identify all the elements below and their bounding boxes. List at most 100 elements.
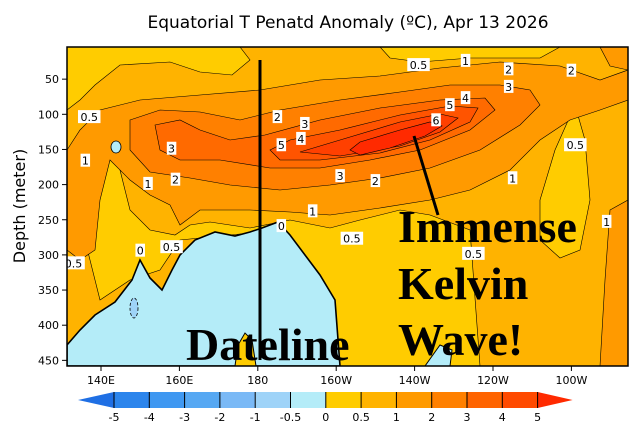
contour-label: 2 xyxy=(370,174,381,188)
colorbar-tick-label: 4 xyxy=(499,411,506,424)
region-0-0.5 xyxy=(84,119,481,366)
contour-label-text: 0.5 xyxy=(410,59,428,72)
contour-label-text: 2 xyxy=(172,174,179,187)
contour-label-text: 1 xyxy=(603,216,610,229)
contour-label-text: 0.5 xyxy=(80,111,98,124)
colorbar-tick-label: 1 xyxy=(393,411,400,424)
region-0-0.5 xyxy=(234,332,257,366)
x-tick-label: 180 xyxy=(247,374,268,387)
contour-label: 2 xyxy=(503,62,514,76)
region-neg-0.5-0 xyxy=(424,344,453,366)
x-axis: 140E 160E 180 160W 140W 120W 100W xyxy=(87,366,587,387)
contour-label-background xyxy=(507,171,518,185)
contour-label-text: 0.5 xyxy=(65,257,83,270)
contour-label: 0 xyxy=(135,243,145,258)
region-neg-0.5-0 xyxy=(67,221,341,366)
colorbar-segment xyxy=(361,392,397,408)
contour-label-text: 3 xyxy=(337,170,344,183)
contour-label-text: 1 xyxy=(509,172,516,185)
colorbar-segment xyxy=(396,392,432,408)
contour-label-background xyxy=(143,176,153,190)
contour-label: 3 xyxy=(166,141,177,156)
contour-label: 3 xyxy=(300,116,310,131)
colorbar-under-triangle xyxy=(78,392,114,408)
colorbar: -5 -4 -3 -2 -1 -0.5 0 0.5 1 2 3 4 5 xyxy=(78,392,573,424)
contour-label-background xyxy=(296,131,306,145)
y-tick-label: 100 xyxy=(38,108,59,121)
contour-label-text: 0 xyxy=(137,245,144,258)
region-neg-1-neg-0.5 xyxy=(129,297,139,319)
contour-label: 0.5 xyxy=(407,58,430,72)
contour-label-text: 1 xyxy=(462,55,469,68)
contour-label-background xyxy=(431,113,441,127)
contour-label: 0.5 xyxy=(340,231,364,246)
colorbar-segment xyxy=(325,392,362,408)
contour-label: 4 xyxy=(460,91,471,105)
y-tick-label: 400 xyxy=(38,319,59,332)
contour-label-text: 0.5 xyxy=(343,233,361,246)
contour-label-text: 3 xyxy=(301,118,308,131)
contour-label-text: 0.5 xyxy=(163,241,181,254)
x-tick-label: 100W xyxy=(555,374,587,387)
contour-label-background xyxy=(300,116,310,130)
contour-label-background xyxy=(170,172,181,186)
kelvin-wave-annotation-line1: Immense xyxy=(398,201,577,252)
contour-label: 1 xyxy=(80,153,91,168)
contour-label: 0.5 xyxy=(160,240,183,254)
contour-label: 0.5 xyxy=(564,138,587,152)
contour-label-text: 0 xyxy=(278,220,285,233)
y-axis: 50 100 150 200 250 300 350 400 450 xyxy=(38,73,67,367)
region-1-2 xyxy=(599,199,628,366)
colorbar-segment xyxy=(290,392,326,408)
contour-label-background xyxy=(445,98,455,112)
contour-label: 1 xyxy=(460,53,471,68)
colorbar-segment xyxy=(431,392,467,408)
contour-label: 0.5 xyxy=(77,110,101,124)
contour-label-text: 5 xyxy=(446,99,453,112)
colorbar-segment xyxy=(255,392,291,408)
contour-label-background xyxy=(307,204,318,218)
contour-label-text: 2 xyxy=(372,175,379,188)
y-tick-label: 250 xyxy=(38,214,59,227)
colorbar-segment xyxy=(467,392,503,408)
contour-label: 1 xyxy=(307,204,318,218)
region-0-0.5 xyxy=(67,47,251,111)
contour-label-background xyxy=(462,246,485,260)
contour-label-text: 5 xyxy=(278,139,285,152)
colorbar-tick-label: 0 xyxy=(322,411,329,424)
contour-label-background xyxy=(272,110,283,124)
contour-label-background xyxy=(566,63,577,77)
contour-label-background xyxy=(335,169,345,183)
y-tick-label: 350 xyxy=(38,284,59,297)
contour-label-text: 4 xyxy=(297,133,304,146)
colorbar-segment xyxy=(114,392,150,408)
colorbar-tick-label: 0.5 xyxy=(352,411,370,424)
contour-label: 5 xyxy=(445,98,455,112)
contour-label: 6 xyxy=(431,113,441,127)
contour-label: 1 xyxy=(143,176,153,191)
contour-label-background xyxy=(276,138,287,152)
contour-label-text: 4 xyxy=(462,92,469,105)
colorbar-tick-label: -5 xyxy=(109,411,120,424)
y-tick-label: 200 xyxy=(38,179,59,192)
contour-label-text: 1 xyxy=(82,155,89,168)
x-tick-label: 140E xyxy=(87,374,115,387)
x-tick-label: 160E xyxy=(165,374,193,387)
contour-label: 1 xyxy=(601,214,612,229)
contour-label: 2 xyxy=(170,172,181,187)
contour-label-background xyxy=(135,243,145,257)
contour-label-background xyxy=(460,53,471,67)
contour-label: 2 xyxy=(272,110,283,124)
y-tick-label: 50 xyxy=(45,73,59,86)
contour-label: 1 xyxy=(507,171,518,185)
contour-label-background xyxy=(160,240,183,254)
kelvin-wave-annotation-line3: Wave! xyxy=(398,314,523,365)
colorbar-tick-label: 5 xyxy=(534,411,541,424)
colorbar-tick-label: -2 xyxy=(214,411,225,424)
y-tick-label: 450 xyxy=(38,354,59,367)
contour-label-background xyxy=(67,256,85,270)
contour-label: 3 xyxy=(335,169,345,183)
x-tick-label: 160W xyxy=(320,374,352,387)
